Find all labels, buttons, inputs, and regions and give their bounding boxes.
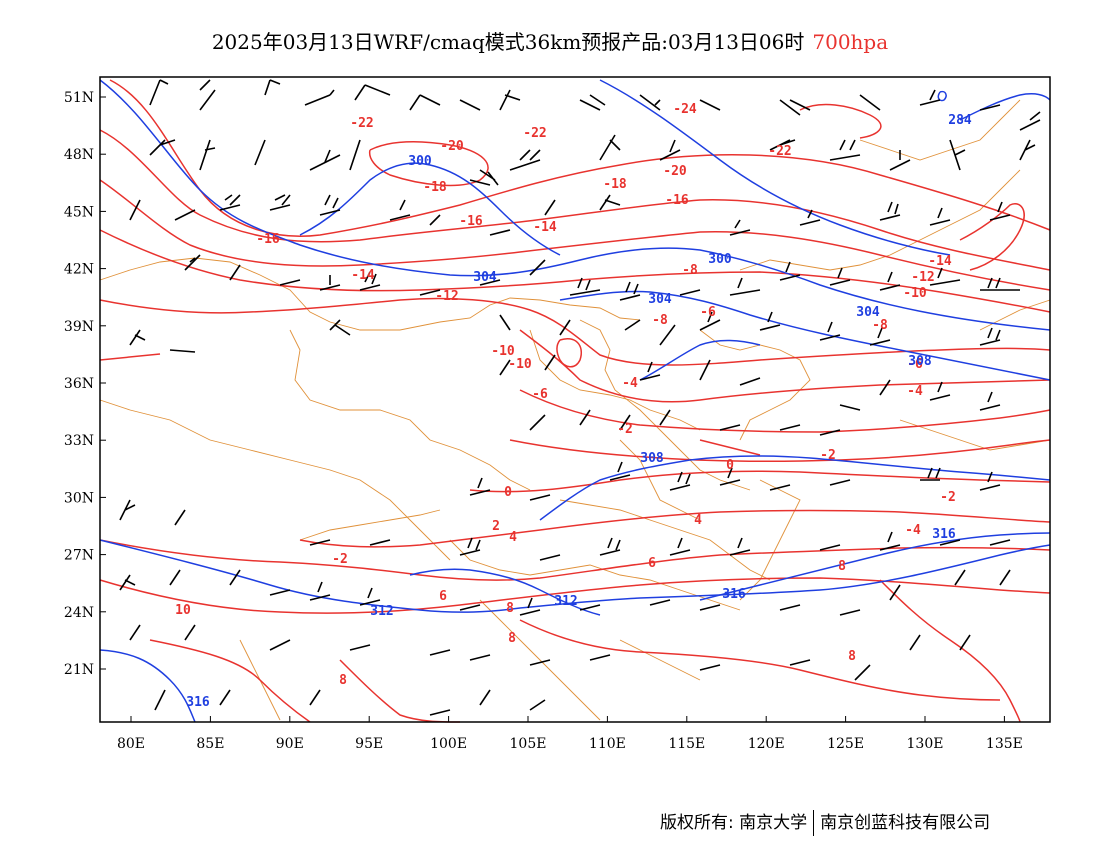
lat-tick-label: 45N [64,204,94,220]
lon-tick-label: 90E [276,736,304,752]
lon-tick-label: 130E [907,736,944,752]
temperature-label: -4 [622,376,638,391]
temperature-label: 8 [848,649,856,664]
temperature-label: -2 [332,552,348,567]
geopotential-label: 304 [473,270,497,285]
temperature-label: 8 [506,601,514,616]
temperature-label: -14 [533,220,557,235]
longitude-axis: 80E 85E 90E 95E 100E 105E 110E 115E 120E 125E 130E… [117,716,1023,752]
temperature-label: 6 [648,556,656,571]
geopotential-label: 300 [408,154,432,169]
temperature-label: -8 [872,318,888,333]
footer-divider [813,810,815,836]
lat-tick-label: 33N [64,433,94,449]
temperature-label: -12 [911,270,934,285]
temperature-label: -16 [459,214,483,229]
temperature-label: -18 [423,180,447,195]
geopotential-label: 308 [908,354,932,369]
temperature-label: 8 [508,631,516,646]
temperature-label: -4 [905,523,921,538]
lon-tick-label: 95E [355,736,383,752]
lon-tick-label: 120E [748,736,785,752]
temperature-label: -22 [768,144,791,159]
temperature-label: -2 [940,490,956,505]
latitude-axis: 51N 48N 45N 42N 39N 36N 33N 30N 27N 24N 21N [64,90,106,678]
lat-tick-label: 30N [64,490,94,506]
lat-tick-label: 24N [64,605,94,621]
lon-tick-label: 135E [986,736,1023,752]
lat-tick-label: 51N [64,90,94,106]
temperature-label: -4 [907,384,923,399]
geopotential-label: 312 [554,594,577,609]
lat-tick-label: 48N [64,147,94,163]
geopotential-label: 312 [370,604,393,619]
temperature-label: 6 [439,589,447,604]
lat-tick-label: 21N [64,662,94,678]
admin-boundaries [99,99,1051,721]
temperature-label: -12 [435,289,458,304]
temperature-label: -14 [351,268,375,283]
lon-tick-label: 125E [827,736,864,752]
temperature-label: 8 [838,559,846,574]
temperature-label: 0 [726,458,734,473]
title-level: 700hpa [812,30,889,54]
temperature-isotherms [99,79,1051,723]
temperature-label: -20 [440,139,464,154]
geopotential-label: 316 [186,695,210,710]
temperature-label: -8 [682,263,698,278]
lat-tick-label: 42N [64,262,94,278]
lat-tick-label: 36N [64,376,94,392]
temperature-label: -22 [523,126,546,141]
footer-left: 版权所有: 南京大学 [660,813,808,833]
geopotential-label: 284 [948,113,972,128]
temperature-label: -2 [617,422,633,437]
lon-tick-label: 110E [589,736,626,752]
geopotential-label: 316 [722,587,746,602]
lon-tick-label: 80E [117,736,145,752]
temperature-label: -10 [491,344,515,359]
temperature-label: 8 [339,673,347,688]
temperature-label: -10 [508,357,532,372]
temperature-label: 4 [0,0,4,4]
temperature-label: 4 [509,530,517,545]
copyright-footer: 版权所有: 南京大学 南京创蓝科技有限公司 [660,808,990,836]
lon-tick-label: 105E [510,736,547,752]
wind-barbs [119,79,1041,716]
lon-tick-label: 115E [668,736,705,752]
temperature-label: -18 [603,177,627,192]
temperature-label: -16 [256,232,280,247]
geopotential-label: 304 [856,305,880,320]
temperature-label: 0 [504,485,512,500]
lon-tick-label: 100E [430,736,467,752]
geopotential-label: 304 [648,292,672,307]
geopotential-label: 300 [708,252,732,267]
geopotential-contours [99,79,1051,723]
temperature-label: -6 [532,387,548,402]
map-frame [99,76,1051,723]
map-title: 2025年03月13日WRF/cmaq模式36km预报产品:03月13日06时 7… [0,26,1100,55]
temperature-label: -2 [820,448,836,463]
temperature-label: -24 [673,102,697,117]
title-main: 2025年03月13日WRF/cmaq模式36km预报产品:03月13日06时 [211,30,805,54]
lat-tick-label: 39N [64,319,94,335]
temperature-label: 2 [492,519,500,534]
temperature-label: -14 [928,254,952,269]
temperature-label: -6 [907,357,923,372]
temperature-label: 10 [175,603,191,618]
contour-labels: -24-22-22-20-20-22-18-18-16-16-16-14-14-… [0,0,972,710]
temperature-label: 4 [694,513,702,528]
temperature-label: -20 [663,164,687,179]
temperature-label: -8 [652,313,668,328]
geopotential-label: 308 [640,451,664,466]
temperature-label: -22 [350,116,373,131]
lat-tick-label: 27N [64,548,94,564]
lon-tick-label: 85E [196,736,224,752]
temperature-label: -10 [903,286,927,301]
temperature-label: -6 [700,305,716,320]
temperature-label: -16 [665,193,689,208]
footer-right: 南京创蓝科技有限公司 [820,813,991,833]
geopotential-label: 316 [932,527,956,542]
